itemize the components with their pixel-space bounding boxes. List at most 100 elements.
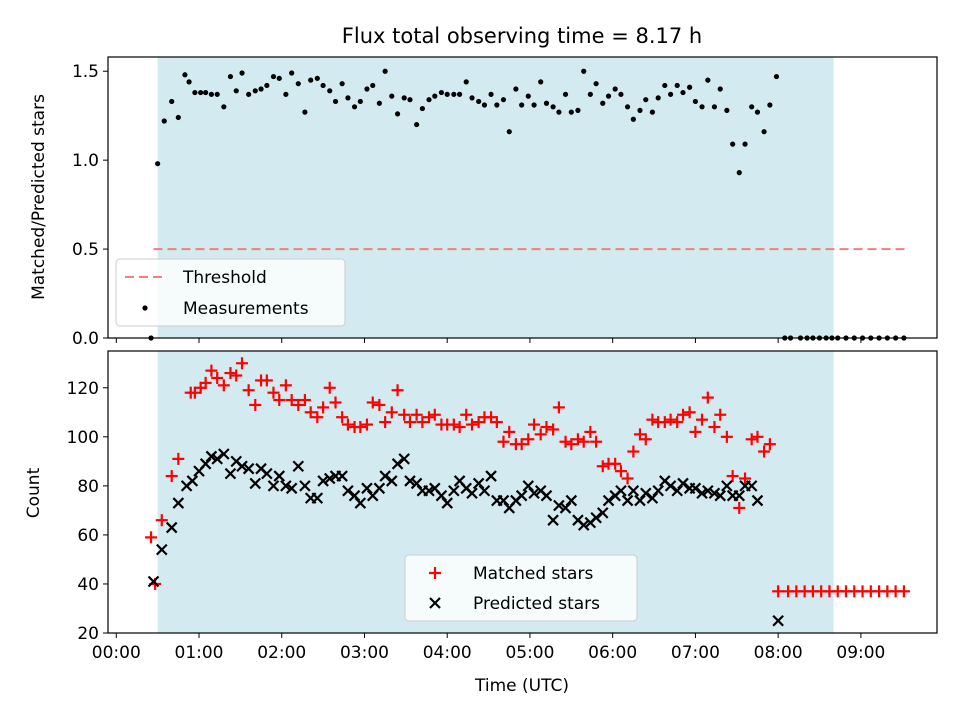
legend-measurements-swatch (142, 305, 148, 311)
measurement-point (357, 98, 363, 105)
matched-star-point (373, 398, 386, 411)
measurement-point (692, 98, 699, 105)
measurement-points (148, 68, 907, 341)
matched-star-point (639, 433, 652, 446)
measurement-point (699, 104, 705, 110)
predicted-star-point (639, 487, 652, 500)
measurement-point (469, 95, 475, 101)
x-tick-label: 02:00 (257, 643, 306, 663)
predicted-star-point (634, 494, 646, 507)
matched-star-point (385, 406, 398, 419)
matched-star-point (379, 416, 392, 429)
matched-star-point (614, 465, 627, 478)
matched-star-point (503, 425, 516, 438)
predicted-star-point (348, 489, 361, 502)
predicted-star-point (671, 484, 683, 497)
measurement-point (568, 109, 574, 115)
chart-title: Flux total observing time = 8.17 h (342, 24, 702, 48)
matched-star-point (453, 421, 466, 434)
measurement-point (754, 109, 761, 115)
predicted-star-point (627, 484, 640, 497)
matched-star-point (236, 357, 249, 370)
predicted-star-point (165, 521, 178, 534)
predicted-star-point (249, 477, 262, 490)
measurement-point (401, 95, 407, 101)
matched-star-point (565, 438, 578, 451)
measurement-point (203, 89, 209, 96)
matched-star-point (341, 418, 354, 431)
matched-star-point (304, 406, 317, 419)
matched-star-point (285, 394, 298, 407)
measurement-point (155, 161, 161, 167)
measurement-point (476, 98, 482, 105)
predicted-star-point (292, 460, 305, 473)
matched-star-point (621, 472, 634, 485)
predicted-star-point (236, 460, 248, 473)
matched-star-point (336, 411, 349, 424)
predicted-star-point (199, 458, 212, 470)
predicted-star-point (398, 453, 410, 465)
x-axis-label: Time (UTC) (474, 676, 569, 696)
measurement-point (252, 88, 258, 94)
measurement-point (717, 86, 723, 92)
matched-star-point (273, 394, 286, 407)
predicted-star-point (565, 494, 578, 507)
measurement-point (481, 102, 488, 108)
measurement-point (773, 73, 780, 80)
predicted-star-point (342, 484, 354, 497)
predicted-star-point (466, 487, 478, 500)
predicted-star-point (553, 499, 565, 512)
measurement-point (581, 68, 587, 74)
matched-star-point (360, 418, 373, 431)
matched-star-point (292, 398, 305, 411)
predicted-star-point (285, 482, 298, 495)
measurement-point (198, 89, 204, 96)
measurement-point (556, 109, 562, 115)
measurement-point (543, 100, 550, 106)
measurement-point (182, 72, 188, 78)
matched-star-point (540, 421, 553, 434)
predicted-star-point (205, 450, 218, 463)
measurement-point (289, 70, 295, 76)
predicted-star-point (522, 480, 535, 492)
x-tick-label: 01:00 (175, 643, 224, 663)
matched-star-point (323, 381, 336, 394)
matched-star-point (354, 421, 367, 434)
predicted-star-point (559, 502, 572, 514)
predicted-star-point (577, 519, 590, 531)
matched-star-point (696, 413, 709, 426)
predicted-star-point (696, 487, 708, 500)
matched-star-point (658, 416, 671, 429)
measurement-point (175, 114, 181, 121)
measurement-point (538, 79, 544, 85)
predicted-star-point (354, 497, 367, 509)
matched-star-point (410, 408, 423, 421)
predicted-star-point (745, 480, 758, 492)
matched-star-point (596, 460, 609, 473)
legend-predicted-swatch (429, 597, 441, 609)
measurement-point (767, 102, 773, 108)
predicted-star-point (472, 477, 485, 490)
measurement-point (618, 91, 624, 97)
bottom-legend: Matched stars Predicted stars (404, 554, 638, 622)
predicted-star-point (596, 507, 609, 519)
matched-star-points (145, 357, 910, 598)
matched-star-point (577, 435, 590, 448)
measurement-point (525, 93, 531, 99)
predicted-star-point (485, 470, 497, 482)
measurement-point (314, 75, 320, 81)
measurement-point (724, 107, 730, 113)
matched-star-point (242, 384, 255, 397)
top-panel: 0.0 0.5 1.0 1.5 Matched/Predicted stars Thr… (29, 56, 938, 349)
matched-star-point (677, 408, 690, 421)
measurement-point (513, 86, 519, 92)
predicted-star-point (540, 489, 553, 502)
matched-star-point (416, 416, 429, 429)
measurement-point (407, 97, 413, 103)
measurement-point (295, 81, 301, 87)
predicted-star-points (147, 448, 784, 627)
measurement-point (749, 104, 755, 110)
measurement-point (593, 81, 599, 87)
predicted-star-point (497, 494, 510, 507)
predicted-star-point (602, 494, 615, 507)
